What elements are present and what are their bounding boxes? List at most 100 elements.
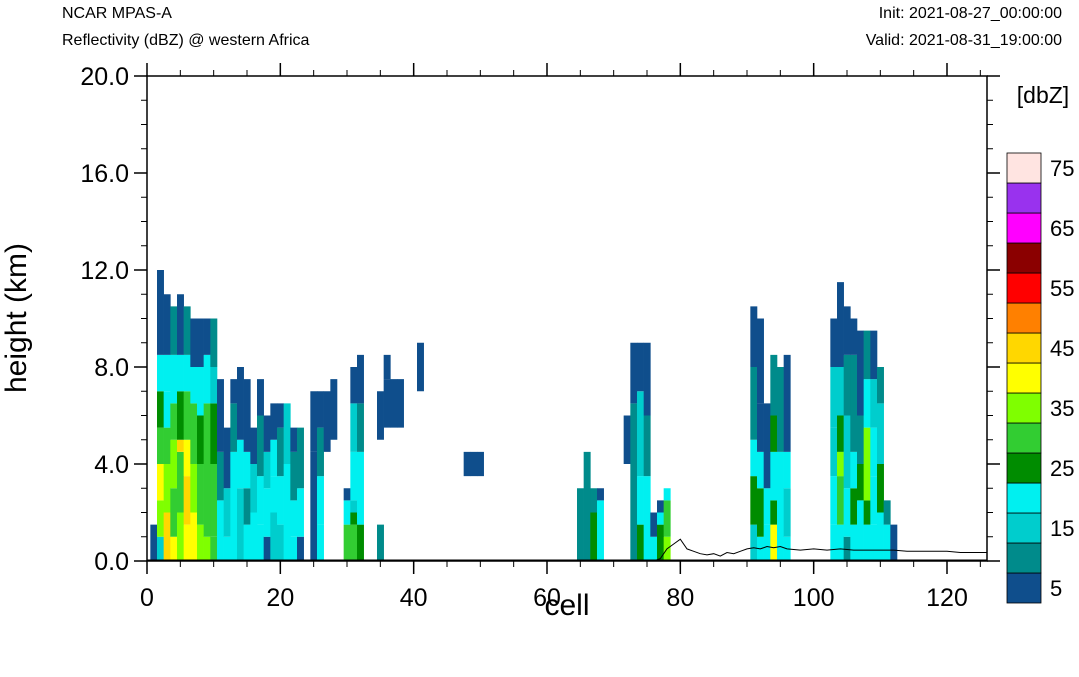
- heatmap-cell: [830, 427, 838, 477]
- heatmap-cell: [843, 354, 851, 416]
- colorbar-label: 5: [1050, 576, 1062, 601]
- heatmap-cell: [770, 524, 778, 561]
- heatmap-cell: [283, 403, 291, 464]
- colorbar-label: 15: [1050, 516, 1074, 541]
- heatmap-cell: [643, 342, 651, 416]
- heatmap-cell: [863, 427, 871, 501]
- y-tick-label: 20.0: [80, 63, 129, 91]
- heatmap-cell: [643, 476, 651, 513]
- heatmap-cell: [470, 451, 478, 477]
- model-name: NCAR MPAS-A: [62, 5, 172, 22]
- heatmap-cell: [863, 524, 871, 561]
- heatmap-cell: [243, 524, 251, 561]
- heatmap-cell: [277, 524, 284, 561]
- heatmap-cell: [837, 367, 844, 416]
- heatmap-cell: [863, 330, 871, 380]
- heatmap-cell: [350, 524, 358, 561]
- heatmap-cell: [377, 391, 384, 440]
- x-tick-label: 20: [266, 584, 294, 612]
- heatmap-cell: [757, 488, 764, 537]
- heatmap-cell: [170, 439, 178, 489]
- heatmap-cell: [750, 524, 758, 561]
- colorbar-label: 45: [1050, 336, 1074, 361]
- heatmap-cell: [283, 464, 291, 513]
- heatmap-cell: [590, 488, 598, 513]
- heatmap-cell: [350, 451, 358, 501]
- heatmap-cell: [343, 524, 351, 561]
- heatmap-cell: [157, 391, 164, 428]
- heatmap-cell: [777, 367, 784, 452]
- heatmap-cell: [830, 476, 838, 525]
- heatmap-cell: [783, 451, 791, 489]
- heatmap-cell: [777, 451, 784, 513]
- heatmap-cell: [357, 451, 364, 525]
- heatmap-cell: [323, 391, 331, 452]
- heatmap-cell: [157, 500, 164, 537]
- heatmap-cells: [147, 270, 987, 561]
- heatmap-cell: [163, 294, 171, 355]
- heatmap-cell: [230, 451, 238, 513]
- heatmap-cell: [870, 524, 878, 561]
- heatmap-cell: [203, 403, 211, 464]
- x-tick-label: 40: [400, 584, 428, 612]
- heatmap-cell: [230, 379, 238, 404]
- heatmap-cell: [263, 488, 271, 537]
- heatmap-cell: [177, 451, 184, 513]
- heatmap-cell: [343, 500, 351, 525]
- heatmap-cell: [163, 354, 171, 392]
- heatmap-cell: [183, 439, 191, 477]
- heatmap-cell: [203, 536, 211, 561]
- heatmap-cell: [870, 330, 878, 380]
- colorbar-swatch: [1006, 482, 1042, 514]
- heatmap-cell: [657, 500, 664, 513]
- x-tick-label: 0: [140, 584, 154, 612]
- heatmap-cell: [237, 488, 244, 561]
- heatmap-cell: [763, 524, 771, 561]
- heatmap-cell: [583, 451, 591, 513]
- heatmap-cell: [830, 524, 838, 561]
- heatmap-cell: [377, 524, 384, 561]
- heatmap-cell: [630, 342, 638, 404]
- heatmap-cell: [230, 512, 238, 561]
- heatmap-cell: [877, 512, 884, 561]
- heatmap-cell: [250, 464, 258, 513]
- heatmap-cell: [643, 512, 651, 561]
- heatmap-cell: [190, 403, 198, 464]
- colorbar-label: 25: [1050, 456, 1074, 481]
- colorbar-swatch: [1006, 542, 1042, 574]
- heatmap-cell: [770, 451, 778, 501]
- heatmap-cell: [837, 524, 844, 561]
- heatmap-cell: [857, 500, 864, 561]
- heatmap-cell: [210, 536, 218, 561]
- heatmap-cell: [837, 451, 844, 477]
- heatmap-cell: [283, 512, 291, 561]
- heatmap-cell: [770, 415, 778, 452]
- heatmap-cell: [350, 367, 358, 404]
- heatmap-cell: [657, 524, 664, 561]
- heatmap-cell: [870, 427, 878, 477]
- y-tick-label: 16.0: [80, 160, 129, 188]
- heatmap-cell: [330, 379, 338, 440]
- heatmap-cell: [657, 512, 664, 525]
- heatmap-cell: [763, 488, 771, 525]
- colorbar-swatch: [1006, 572, 1042, 604]
- heatmap-cell: [203, 354, 211, 404]
- heatmap-cell: [383, 379, 391, 428]
- heatmap-cell: [230, 403, 238, 452]
- heatmap-cell: [343, 488, 351, 501]
- heatmap-cell: [297, 488, 304, 537]
- heatmap-cell: [463, 451, 471, 477]
- colorbar-swatch: [1006, 392, 1042, 424]
- heatmap-cell: [197, 464, 204, 525]
- y-axis-title: height (km): [0, 243, 33, 393]
- heatmap-cell: [663, 488, 671, 501]
- heatmap-cell: [750, 367, 758, 440]
- heatmap-cell: [290, 500, 298, 537]
- heatmap-cell: [863, 379, 871, 428]
- heatmap-cell: [177, 391, 184, 440]
- heatmap-cell: [183, 524, 191, 561]
- init-time: Init: 2021-08-27_00:00:00: [879, 5, 1062, 22]
- heatmap-cell: [837, 476, 844, 525]
- heatmap-cell: [890, 524, 898, 561]
- heatmap-cell: [170, 488, 178, 537]
